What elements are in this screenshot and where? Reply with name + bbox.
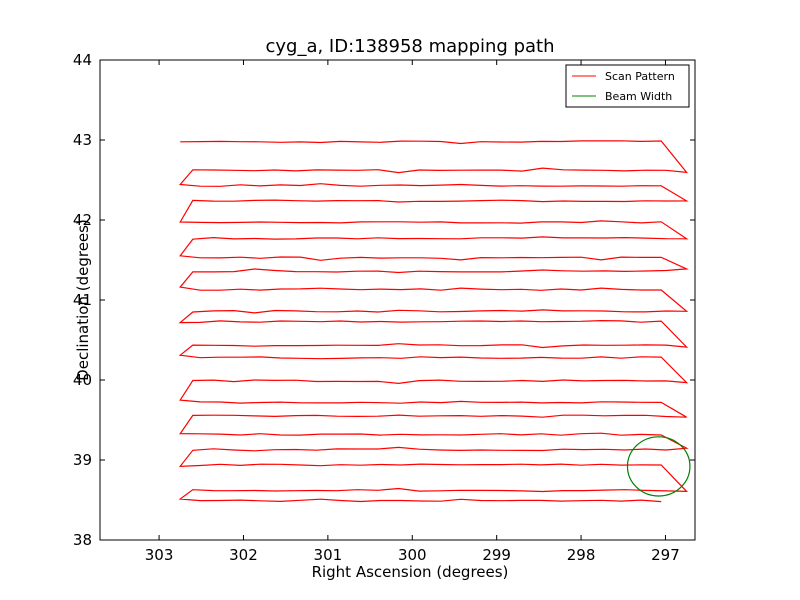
legend: Scan Pattern Beam Width (565, 64, 690, 108)
x-tick-label: 299 (482, 546, 511, 564)
x-tick-label: 300 (398, 546, 427, 564)
y-tick-label: 40 (73, 371, 92, 389)
x-tick-label: 297 (651, 546, 680, 564)
data-marks (178, 140, 691, 503)
x-tick-label: 298 (567, 546, 596, 564)
y-tick-label: 38 (73, 531, 92, 549)
beam-width-circle (626, 436, 691, 497)
y-tick-label: 41 (73, 291, 92, 309)
x-tick-label: 302 (229, 546, 258, 564)
y-axis-label: Declination (degrees) (74, 219, 92, 381)
x-tick-label: 301 (314, 546, 343, 564)
scan-pattern-line (178, 140, 689, 503)
legend-label-scan-pattern: Scan Pattern (605, 70, 675, 83)
plot-area (100, 60, 695, 540)
legend-label-beam-width: Beam Width (605, 90, 672, 103)
y-tick-label: 39 (73, 451, 92, 469)
y-tick-label: 44 (73, 51, 92, 69)
y-tick-label: 43 (73, 131, 92, 149)
legend-box (565, 64, 690, 108)
y-tick-label: 42 (73, 211, 92, 229)
x-axis-ticks: 303 302 301 300 299 298 297 (145, 60, 680, 564)
plot-background (100, 60, 695, 540)
chart-title: cyg_a, ID:138958 mapping path (265, 36, 554, 57)
x-axis-label: Right Ascension (degrees) (312, 563, 509, 581)
x-tick-label: 303 (145, 546, 174, 564)
y-axis-ticks: 38 39 40 41 42 43 44 (73, 51, 695, 549)
